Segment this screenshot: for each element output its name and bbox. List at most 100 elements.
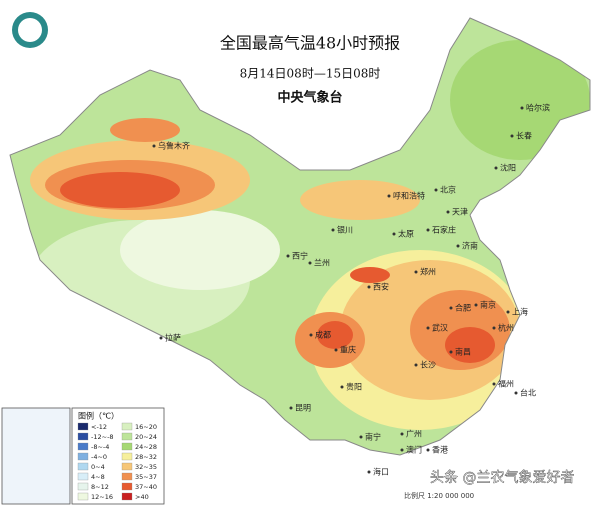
city-dot	[456, 244, 460, 248]
city-label: 西宁	[292, 251, 308, 261]
city-label: 哈尔滨	[526, 103, 550, 113]
city-dot	[159, 336, 163, 340]
legend-label: >40	[135, 493, 149, 501]
legend-label: 37~40	[135, 483, 157, 491]
legend-label: 12~16	[91, 493, 113, 501]
city-label: 武汉	[432, 323, 448, 333]
city-label: 乌鲁木齐	[158, 141, 190, 151]
city-label: 西安	[373, 282, 389, 292]
legend-label: -12~-8	[91, 433, 114, 441]
city-dot	[426, 228, 430, 232]
city-dot	[414, 363, 418, 367]
legend-swatch	[121, 472, 133, 481]
city-dot	[359, 435, 363, 439]
city-dot	[340, 385, 344, 389]
city-label: 上海	[512, 307, 528, 317]
agency: 中央气象台	[277, 90, 342, 106]
city-label: 贵阳	[346, 382, 362, 392]
legend-title: 图例（℃）	[78, 411, 119, 421]
legend-swatch	[121, 452, 133, 461]
city-dot	[289, 406, 293, 410]
legend-label: 0~4	[91, 463, 105, 471]
city-dot	[400, 432, 404, 436]
legend-label: 4~8	[91, 473, 105, 481]
legend-label: -8~-4	[91, 443, 109, 451]
city-dot	[492, 326, 496, 330]
city-label: 海口	[373, 467, 389, 477]
city-dot	[387, 194, 391, 198]
legend-swatch	[121, 492, 133, 501]
legend-label: 16~20	[135, 423, 157, 431]
legend-swatch	[77, 442, 89, 451]
city-dot	[309, 333, 313, 337]
inset-map	[1, 407, 71, 505]
city-dot	[492, 382, 496, 386]
city-label: 济南	[462, 241, 478, 251]
legend-label: 35~37	[135, 473, 157, 481]
city-label: 福州	[498, 380, 514, 389]
legend-label: -4~0	[91, 453, 107, 461]
legend-swatch	[77, 452, 89, 461]
city-dot	[286, 254, 290, 258]
city-label: 天津	[452, 207, 468, 217]
legend-swatch	[121, 462, 133, 471]
city-dot	[434, 188, 438, 192]
city-dot	[506, 310, 510, 314]
legend-swatch	[121, 432, 133, 441]
city-label: 重庆	[340, 345, 356, 355]
legend-label: 28~32	[135, 453, 157, 461]
city-dot	[449, 306, 453, 310]
legend-swatch	[77, 422, 89, 431]
city-label: 广州	[406, 429, 422, 439]
city-label: 台北	[520, 388, 536, 398]
city-label: 合肥	[455, 303, 471, 313]
city-label: 香港	[432, 445, 448, 455]
city-dot	[514, 391, 518, 395]
city-dot	[446, 210, 450, 214]
legend-swatch	[77, 432, 89, 441]
city-dot	[367, 285, 371, 289]
city-label: 昆明	[295, 404, 311, 413]
city-label: 长春	[516, 131, 532, 141]
city-label: 南京	[480, 300, 496, 310]
legend-label: 32~35	[135, 463, 157, 471]
city-label: 银川	[337, 225, 353, 235]
logo-inner	[18, 18, 42, 42]
legend-swatch	[77, 482, 89, 491]
city-dot	[520, 106, 524, 110]
legend-label: 8~12	[91, 483, 109, 491]
legend-swatch	[121, 442, 133, 451]
title: 全国最高气温48小时预报	[220, 34, 400, 53]
subtitle: 8月14日08时—15日08时	[240, 67, 381, 81]
city-label: 澳门	[406, 445, 422, 455]
city-dot	[334, 348, 338, 352]
legend-swatch	[121, 422, 133, 431]
legend-swatch	[77, 492, 89, 501]
city-dot	[449, 350, 453, 354]
city-dot	[494, 166, 498, 170]
city-label: 杭州	[498, 323, 514, 333]
city-dot	[331, 228, 335, 232]
city-label: 兰州	[314, 258, 330, 268]
legend-swatch	[121, 482, 133, 491]
city-dot	[152, 144, 156, 148]
legend-swatch	[77, 472, 89, 481]
scale-text: 比例尺 1:20 000 000	[404, 491, 474, 500]
city-dot	[400, 448, 404, 452]
legend-label: <-12	[91, 423, 107, 431]
city-label: 石家庄	[432, 225, 456, 235]
city-dot	[414, 270, 418, 274]
city-label: 成都	[315, 330, 331, 340]
city-dot	[367, 470, 371, 474]
city-label: 沈阳	[500, 163, 516, 173]
city-dot	[308, 261, 312, 265]
city-label: 拉萨	[165, 333, 181, 343]
city-label: 南昌	[455, 347, 471, 357]
city-label: 北京	[440, 185, 456, 195]
legend-label: 20~24	[135, 433, 157, 441]
city-label: 郑州	[420, 267, 436, 277]
city-dot	[426, 326, 430, 330]
watermark: 头条 @兰农气象爱好者	[430, 469, 574, 486]
city-dot	[474, 303, 478, 307]
